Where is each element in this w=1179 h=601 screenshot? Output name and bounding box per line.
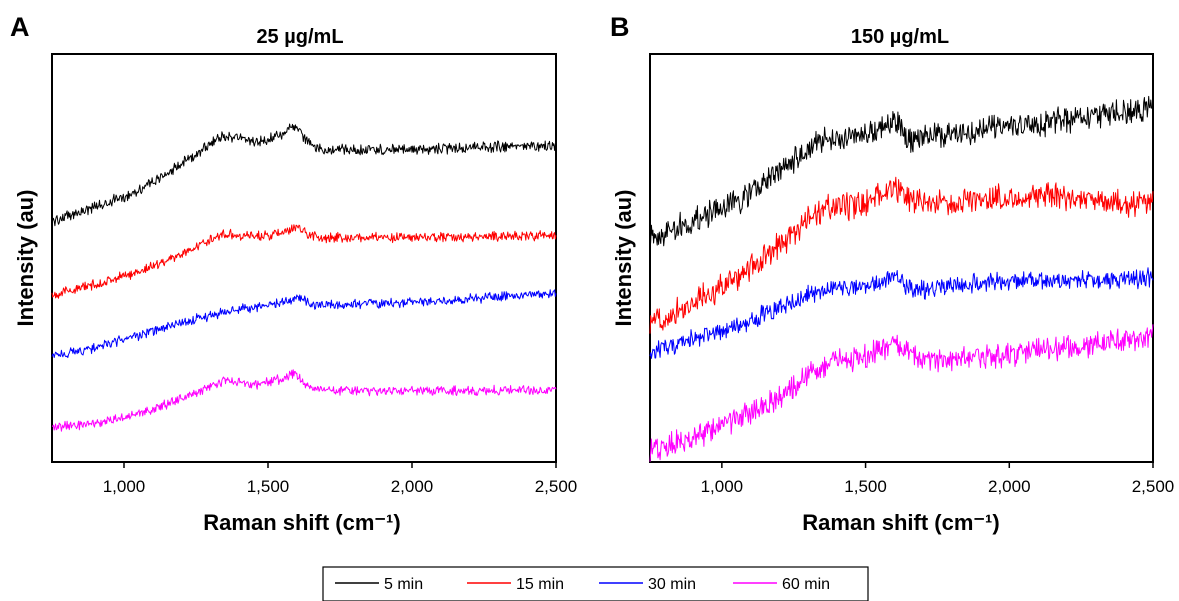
legend-label-15-min: 15 min: [516, 576, 564, 593]
panel-a-series-15-min: [51, 224, 557, 299]
legend-box: [322, 566, 869, 601]
panel-b-x-tick-label: 1,000: [701, 477, 744, 496]
panel-a-y-axis-label: Intensity (au): [13, 190, 38, 327]
panel-b-x-tick-label: 2,000: [988, 477, 1031, 496]
panel-a-plot-frame: [51, 53, 557, 463]
panel-b-letter: B: [610, 12, 630, 42]
panel-b-series: [649, 95, 1154, 462]
panel-a-series-30-min: [51, 289, 557, 359]
panel-a-letter: A: [10, 12, 30, 42]
panel-b-x-tick-label: 2,500: [1132, 477, 1175, 496]
legend: 5 min 15 min 30 min 60 min: [322, 566, 869, 601]
panel-a-series-60-min: [51, 369, 557, 432]
panel-b-series-15-min: [649, 176, 1154, 334]
panel-b-title: 150 µg/mL: [851, 26, 949, 48]
panel-a-x-tick-label: 1,500: [247, 477, 290, 496]
panel-a-title: 25 µg/mL: [256, 26, 343, 48]
panel-b-x-ticks: 1,000 1,500 2,000 2,500: [701, 462, 1175, 496]
panel-a-series-5-min: [51, 123, 557, 227]
panel-b: B 150 µg/mL 1,000 1,500 2,000 2,500 Raman s…: [610, 12, 1174, 535]
panel-a-x-axis-label: Raman shift (cm⁻¹): [203, 510, 400, 535]
legend-label-30-min: 30 min: [648, 576, 696, 593]
panel-a-x-tick-label: 2,500: [535, 477, 578, 496]
panel-a-x-tick-label: 2,000: [391, 477, 434, 496]
panel-a-x-ticks: 1,000 1,500 2,000 2,500: [103, 462, 578, 496]
panel-b-series-60-min: [649, 324, 1154, 462]
panel-b-x-tick-label: 1,500: [844, 477, 887, 496]
panel-b-series-5-min: [649, 95, 1154, 253]
legend-label-5-min: 5 min: [384, 576, 423, 593]
panel-a-x-tick-label: 1,000: [103, 477, 146, 496]
legend-label-60-min: 60 min: [782, 576, 830, 593]
panel-a: A 25 µg/mL 1,000 1,500 2,000 2,500 Raman sh…: [10, 12, 577, 535]
panel-b-plot-frame: [649, 53, 1154, 463]
panel-b-y-axis-label: Intensity (au): [611, 190, 636, 327]
panel-b-series-30-min: [649, 267, 1154, 359]
panel-b-x-axis-label: Raman shift (cm⁻¹): [802, 510, 999, 535]
panel-a-series: [51, 123, 557, 432]
